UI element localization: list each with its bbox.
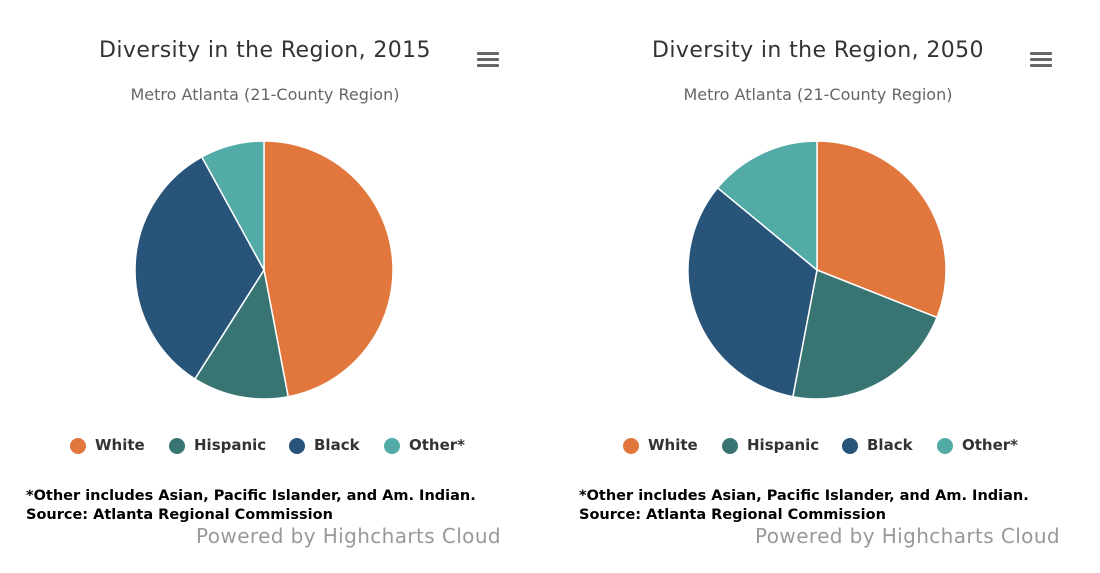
pie-slice-white[interactable] [263,140,394,398]
legend-symbol [937,438,953,454]
legend-symbol [623,438,639,454]
pie-slice-other[interactable] [201,140,265,271]
pie-chart [687,140,947,400]
legend-label: White [95,436,145,454]
pie-chart [134,140,394,400]
legend-label: White [648,436,698,454]
credits-link[interactable]: Powered by Highcharts Cloud [196,524,501,548]
legend-symbol [384,438,400,454]
pie-slice-hispanic[interactable] [194,269,289,400]
pie-slice-hispanic[interactable] [792,269,938,400]
chart-caption: *Other includes Asian, Pacific Islander,… [26,488,476,523]
legend-label: Black [867,436,913,454]
legend-label: Hispanic [194,436,267,454]
legend-symbol [842,438,858,454]
legend-symbol [289,438,305,454]
credits-link[interactable]: Powered by Highcharts Cloud [755,524,1060,548]
chart-subtitle: Metro Atlanta (21-County Region) [683,85,953,104]
pie-slice-black[interactable] [687,187,818,398]
hamburger-menu-icon [1030,51,1052,67]
pie-slice-other[interactable] [716,140,818,271]
legend-symbol [722,438,738,454]
legend-symbol [169,438,185,454]
chart-legend: White Hispanic Black Other* [553,435,1083,457]
hamburger-menu-icon [477,51,499,67]
chart-panel-2015: Diversity in the Region, 2015 Metro Atla… [0,38,530,548]
chart-legend: White Hispanic Black Other* [0,435,530,457]
legend-label: Other* [962,436,1019,454]
legend-label: Black [314,436,360,454]
chart-panel-2050: Diversity in the Region, 2050 Metro Atla… [553,0,1100,573]
legend-label: Other* [409,436,466,454]
legend-label: Hispanic [747,436,820,454]
chart-menu-button[interactable] [474,48,502,70]
chart-subtitle: Metro Atlanta (21-County Region) [130,85,400,104]
chart-menu-button[interactable] [1027,48,1055,70]
legend-symbol [70,438,86,454]
pie-slice-white[interactable] [816,140,947,319]
chart-title: Diversity in the Region, 2050 [652,38,984,63]
chart-title: Diversity in the Region, 2015 [99,38,431,63]
chart-caption: *Other includes Asian, Pacific Islander,… [579,488,1029,523]
